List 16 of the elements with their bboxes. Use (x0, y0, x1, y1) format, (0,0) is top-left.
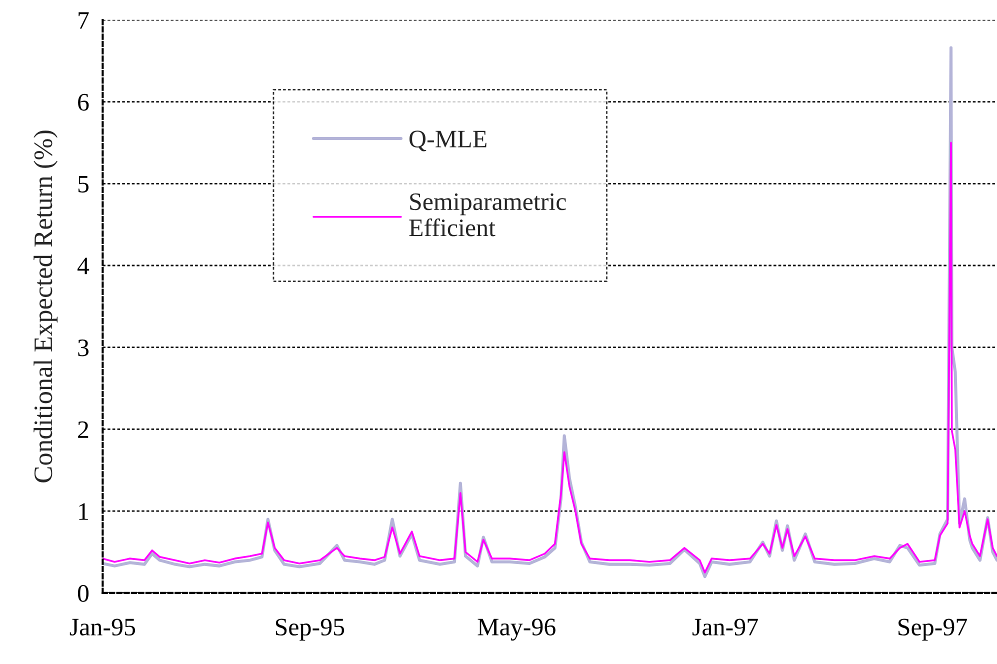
x-tick-label: May-96 (478, 618, 556, 641)
y-tick-label: 4 (77, 258, 90, 274)
y-tick-label: 0 (78, 585, 89, 602)
y-tick-label: 3 (78, 339, 89, 356)
x-tick-label: Jan-97 (692, 618, 758, 636)
y-tick-label: 1 (79, 503, 88, 520)
legend-label: Q-MLE (410, 130, 486, 152)
y-axis-title: Conditional Expected Return (%) (34, 130, 58, 482)
legend-label: Semiparametric Efficient (409, 193, 566, 236)
y-tick-label: 2 (78, 421, 88, 438)
x-tick-label: Sep-97 (898, 618, 967, 641)
x-tick-label: Sep-95 (276, 618, 344, 641)
y-tick-label: 7 (78, 12, 89, 29)
y-tick-label: 6 (78, 94, 89, 111)
y-tick-label: 5 (78, 176, 89, 193)
x-tick-label: Jan-95 (70, 618, 136, 636)
